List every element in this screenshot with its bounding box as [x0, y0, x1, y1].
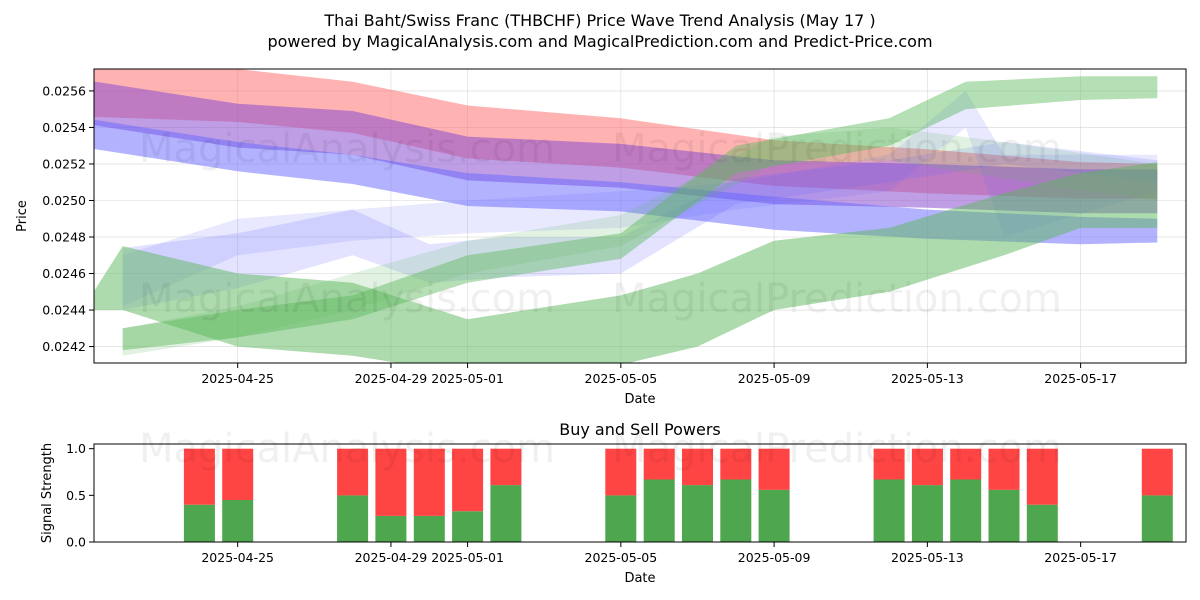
- price-panel: MagicalAnalysis.com MagicalPrediction.co…: [15, 68, 1187, 407]
- sell-bar: [1026, 448, 1058, 505]
- watermark-analysis-middle: MagicalAnalysis.com: [139, 276, 555, 322]
- price-plot-frame: [93, 68, 1187, 364]
- price-y-tick-label: 0.0244: [42, 303, 86, 318]
- wave-band-green-6: [122, 76, 1158, 351]
- buy-bar: [1026, 504, 1058, 542]
- sell-bar: [222, 448, 254, 500]
- sell-bar: [988, 448, 1020, 490]
- price-bands-clip: [94, 69, 1158, 363]
- price-y-ticks: 0.0242 0.0244 0.0246 0.0248 0.0250 0.0252 0.02…: [42, 83, 94, 354]
- signal-x-ticks: 2025-04-25 2025-04-29 2025-05-01 2025-05-05…: [201, 542, 1117, 565]
- signal-y-tick-label: 1.0: [66, 441, 86, 456]
- watermark-prediction-top: MagicalPrediction.com: [612, 126, 1062, 172]
- wave-band-green-5: [94, 162, 1158, 363]
- price-y-tick-label: 0.0256: [42, 83, 86, 98]
- price-y-tick-label: 0.0248: [42, 230, 86, 245]
- buy-bar: [490, 485, 522, 542]
- buy-bar: [375, 515, 407, 542]
- signal-x-tick-label: 2025-05-05: [585, 550, 658, 565]
- price-x-axis-label: Date: [624, 392, 655, 407]
- buy-bar: [643, 479, 675, 542]
- sell-bar: [183, 448, 215, 505]
- sell-bar: [452, 448, 484, 512]
- sell-bar: [758, 448, 790, 490]
- price-x-ticks: 2025-04-25 2025-04-29 2025-05-01 2025-05-05…: [201, 363, 1117, 386]
- signal-y-tick-label: 0.0: [66, 535, 86, 550]
- price-y-tick-label: 0.0246: [42, 266, 86, 281]
- signal-x-axis-label: Date: [624, 571, 655, 586]
- signal-y-tick-label: 0.5: [66, 488, 86, 503]
- buy-bar: [720, 479, 752, 542]
- wave-band-blue-2: [94, 119, 1158, 245]
- wave-band-blue-4: [122, 90, 1158, 307]
- price-y-tick-label: 0.0254: [42, 120, 86, 135]
- buy-bar: [950, 479, 982, 542]
- signal-plot-frame: [93, 443, 1187, 543]
- sell-bar: [873, 448, 905, 480]
- buy-bar: [605, 495, 637, 542]
- price-y-tick-label: 0.0250: [42, 193, 86, 208]
- sell-bar: [413, 448, 445, 516]
- price-x-tick-label: 2025-05-05: [585, 371, 658, 386]
- sell-bar: [911, 448, 943, 486]
- signal-title: Buy and Sell Powers: [559, 420, 721, 439]
- chart-subtitle: powered by MagicalAnalysis.com and Magic…: [267, 32, 932, 51]
- sell-bar: [682, 448, 713, 486]
- buy-bar: [222, 500, 254, 542]
- buy-bar: [452, 511, 484, 542]
- sell-bar: [720, 448, 752, 480]
- signal-y-axis-label: Signal Strength: [40, 443, 55, 543]
- buy-bar: [1141, 495, 1173, 542]
- signal-x-tick-label: 2025-05-09: [738, 550, 811, 565]
- buy-bar: [873, 479, 905, 542]
- price-x-tick-label: 2025-04-29: [355, 371, 428, 386]
- price-bands: [94, 69, 1158, 363]
- buy-bar: [911, 485, 943, 542]
- buy-bar: [413, 515, 445, 542]
- buy-bar: [682, 485, 713, 542]
- price-x-tick-label: 2025-05-13: [891, 371, 964, 386]
- price-y-tick-label: 0.0252: [42, 156, 86, 171]
- watermark-prediction-bottom: MagicalPrediction.com: [612, 426, 1062, 472]
- signal-x-tick-label: 2025-05-17: [1044, 550, 1117, 565]
- price-x-tick-label: 2025-05-17: [1044, 371, 1117, 386]
- sell-bar: [1141, 448, 1173, 496]
- sell-bar: [490, 448, 522, 486]
- buy-bar: [337, 495, 369, 542]
- wave-band-blue-3: [122, 142, 1158, 310]
- watermark-analysis-bottom: MagicalAnalysis.com: [139, 426, 555, 472]
- signal-panel: Buy and Sell Powers MagicalAnalysis.com …: [40, 420, 1187, 586]
- sell-bar: [337, 448, 369, 496]
- sell-bar: [643, 448, 675, 480]
- buy-bar: [183, 504, 215, 542]
- price-x-tick-label: 2025-04-25: [201, 371, 274, 386]
- buy-bar: [988, 489, 1020, 542]
- watermark-analysis-top: MagicalAnalysis.com: [139, 126, 555, 172]
- buy-bar: [758, 489, 790, 542]
- price-y-axis-label: Price: [15, 200, 30, 232]
- price-x-tick-label: 2025-05-09: [738, 371, 811, 386]
- chart-title: Thai Baht/Swiss Franc (THBCHF) Price Wav…: [323, 11, 875, 30]
- signal-y-ticks: 0.0 0.5 1.0: [66, 441, 94, 550]
- wave-band-green-7: [122, 127, 1158, 356]
- signal-bars: [183, 448, 1173, 542]
- signal-x-tick-label: 2025-05-13: [891, 550, 964, 565]
- signal-x-tick-label: 2025-05-01: [431, 550, 504, 565]
- signal-x-tick-label: 2025-04-25: [201, 550, 274, 565]
- wave-band-purple-1: [94, 81, 1158, 214]
- price-x-tick-label: 2025-05-01: [431, 371, 504, 386]
- sell-bar: [950, 448, 982, 480]
- watermark-prediction-middle: MagicalPrediction.com: [612, 276, 1062, 322]
- price-y-tick-label: 0.0242: [42, 339, 86, 354]
- signal-x-tick-label: 2025-04-29: [355, 550, 428, 565]
- sell-bar: [375, 448, 407, 516]
- sell-bar: [605, 448, 637, 496]
